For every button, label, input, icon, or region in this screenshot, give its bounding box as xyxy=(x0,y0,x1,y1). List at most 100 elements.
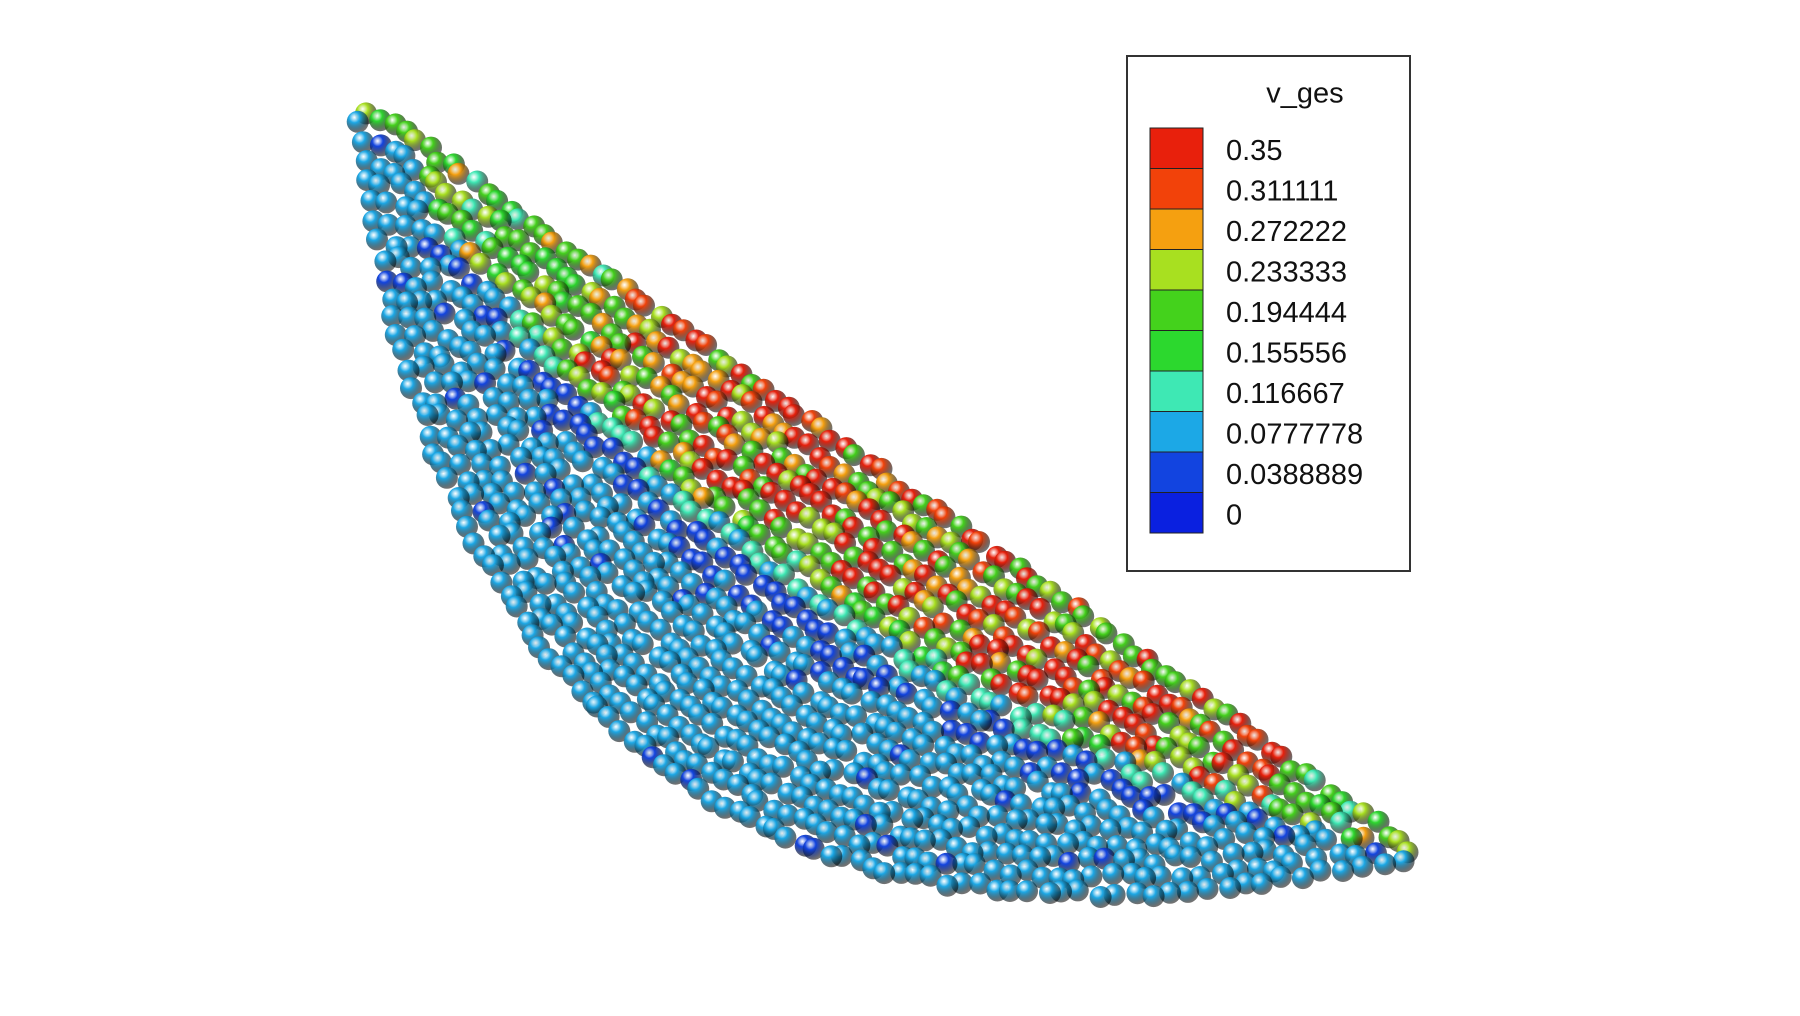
particle xyxy=(1016,685,1039,708)
particle xyxy=(633,514,656,537)
particle xyxy=(494,272,517,294)
legend-label: 0.116667 xyxy=(1226,378,1345,410)
particle xyxy=(1291,867,1314,890)
particle-cloud xyxy=(346,102,1419,908)
particle xyxy=(745,645,768,668)
particle xyxy=(374,250,397,273)
particle xyxy=(968,531,990,553)
particle xyxy=(713,569,736,592)
legend-swatch xyxy=(1149,289,1204,331)
legend-label: 0 xyxy=(1226,499,1242,531)
particle xyxy=(466,352,489,375)
particle xyxy=(773,563,795,586)
particle xyxy=(999,864,1022,887)
particle xyxy=(1303,769,1326,792)
particle xyxy=(457,370,480,393)
particle xyxy=(913,829,936,852)
particle xyxy=(448,257,470,280)
particle xyxy=(589,506,612,529)
particle xyxy=(375,191,398,214)
particle xyxy=(1211,752,1234,775)
particle xyxy=(958,673,981,696)
particle xyxy=(989,651,1012,674)
particle xyxy=(1235,822,1258,845)
particle xyxy=(854,813,877,836)
particle xyxy=(968,634,991,657)
particle xyxy=(695,334,718,356)
particle xyxy=(873,862,896,885)
particle xyxy=(488,524,511,547)
particle xyxy=(921,775,944,798)
particle xyxy=(1072,605,1095,628)
particle xyxy=(1039,882,1061,904)
particle xyxy=(716,448,739,471)
legend: 0.35 0.311111 0.272222 0.233333 0.194444 0.15… xyxy=(1149,127,1363,534)
particle xyxy=(489,209,512,232)
particle xyxy=(738,806,761,828)
particle xyxy=(1016,880,1038,903)
particle xyxy=(514,462,537,485)
particle xyxy=(735,563,758,586)
particle xyxy=(366,228,388,251)
particle xyxy=(963,853,986,876)
legend-label: 0.272222 xyxy=(1226,216,1347,248)
particle xyxy=(619,701,642,724)
particle xyxy=(1196,877,1219,900)
particle xyxy=(1029,597,1052,620)
particle xyxy=(679,500,702,523)
particle xyxy=(969,872,992,895)
particle xyxy=(721,750,744,773)
particle xyxy=(1095,622,1118,645)
particle xyxy=(912,734,935,757)
particle xyxy=(551,338,574,361)
particle xyxy=(970,709,992,732)
particle xyxy=(435,466,458,489)
particle xyxy=(748,523,771,546)
particle xyxy=(351,131,374,154)
particle xyxy=(1176,880,1199,903)
particle xyxy=(817,622,840,645)
particle xyxy=(505,595,528,618)
particle xyxy=(432,353,455,376)
particle xyxy=(471,453,494,475)
particle xyxy=(554,625,577,648)
particle xyxy=(397,359,420,382)
particle xyxy=(774,826,797,849)
particle xyxy=(1142,885,1165,908)
particle xyxy=(990,673,1013,696)
particle xyxy=(772,755,795,778)
particle xyxy=(1315,828,1337,851)
particle xyxy=(1141,703,1164,725)
particle xyxy=(697,736,720,759)
particle xyxy=(760,772,783,795)
particle xyxy=(563,273,586,296)
particle xyxy=(1309,859,1332,882)
legend-swatch xyxy=(1149,168,1204,210)
particle xyxy=(1057,832,1079,855)
particle xyxy=(469,252,492,275)
particle xyxy=(957,548,980,571)
particle xyxy=(1250,872,1273,895)
particle xyxy=(621,430,644,453)
particle xyxy=(608,720,631,743)
particle xyxy=(845,705,868,728)
particle xyxy=(1188,736,1210,759)
legend-swatch xyxy=(1149,492,1204,534)
particle xyxy=(1051,591,1073,614)
particle xyxy=(1222,842,1245,865)
legend-swatch xyxy=(1149,208,1204,250)
particle xyxy=(1332,860,1354,882)
particle xyxy=(433,302,456,325)
particle xyxy=(1077,846,1100,869)
particle xyxy=(1066,879,1089,902)
legend-swatch xyxy=(1149,411,1204,453)
particle xyxy=(1027,621,1050,644)
particle xyxy=(596,562,619,584)
particle xyxy=(835,739,858,762)
particle xyxy=(1132,670,1155,693)
particle xyxy=(710,675,733,698)
particle xyxy=(871,813,894,836)
particle xyxy=(633,294,655,317)
particle xyxy=(376,270,399,293)
particle xyxy=(517,261,540,284)
